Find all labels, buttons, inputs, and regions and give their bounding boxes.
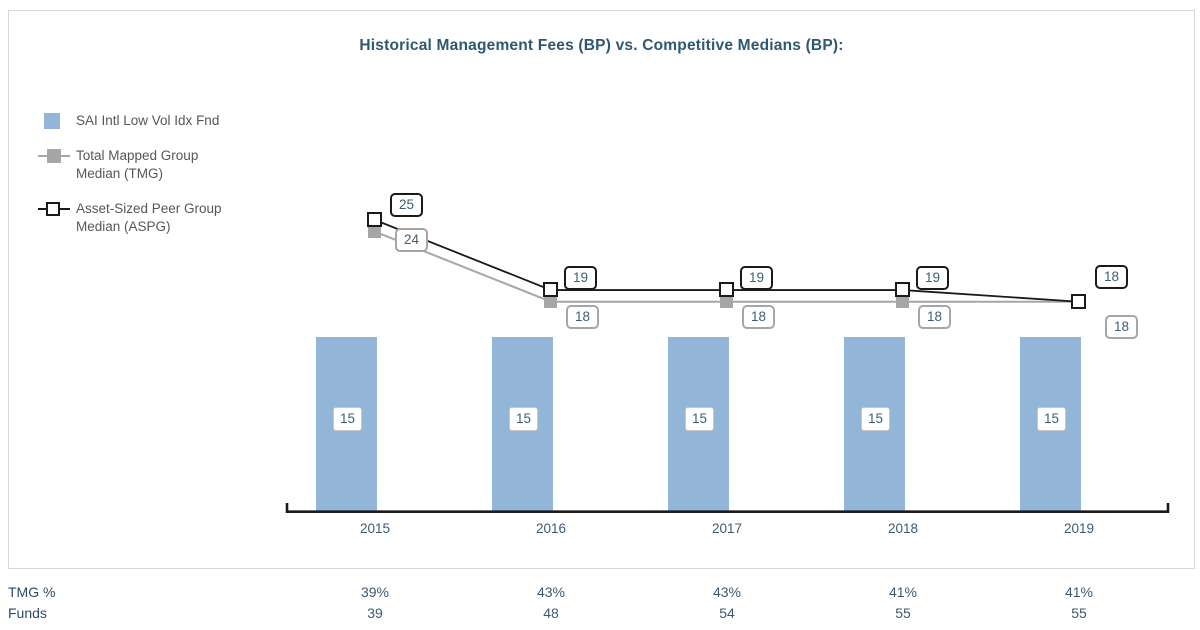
tmg-value-label: 18	[566, 304, 600, 329]
aspg-value-label: 19	[916, 266, 950, 291]
aspg-data-marker	[895, 282, 910, 298]
aspg-marker-icon	[38, 200, 70, 218]
chart-frame: Historical Management Fees (BP) vs. Comp…	[8, 10, 1195, 569]
x-axis-tick-label: 2018	[887, 521, 919, 536]
blue-square-swatch-icon	[42, 112, 70, 130]
x-axis-tick-label: 2019	[1063, 521, 1095, 536]
chart-title: Historical Management Fees (BP) vs. Comp…	[359, 37, 844, 54]
table-cell: 55	[1071, 605, 1087, 621]
tmg-value-label: 18	[1105, 314, 1139, 339]
aspg-value-label: 19	[564, 266, 598, 291]
table-cell: 43%	[712, 584, 742, 600]
legend-label-tmg-line1: Total Mapped Group	[76, 148, 199, 163]
table-cell: 39%	[360, 584, 390, 600]
bar-value-label: 15	[333, 407, 363, 431]
table-row-label: TMG %	[8, 584, 56, 600]
aspg-data-marker	[719, 282, 734, 298]
bar-value-label: 15	[1037, 407, 1067, 431]
table-row-label: Funds	[8, 605, 47, 621]
bar-value-label: 15	[509, 407, 539, 431]
x-axis-tick-label: 2016	[535, 521, 567, 536]
legend-label-aspg: Asset-Sized Peer Group Median (ASPG)	[76, 200, 222, 236]
bar-value-label: 15	[861, 407, 891, 431]
tmg-value-label: 18	[918, 304, 952, 329]
table-cell: 39	[367, 605, 383, 621]
table-cell: 41%	[1064, 584, 1094, 600]
legend-label-tmg: Total Mapped Group Median (TMG)	[76, 147, 198, 183]
aspg-data-marker	[1071, 293, 1086, 309]
legend-label-tmg-line2: Median (TMG)	[76, 166, 164, 181]
table-cell: 43%	[536, 584, 566, 600]
aspg-value-label: 25	[390, 193, 424, 217]
x-axis-tick-label: 2015	[359, 521, 391, 536]
bar-value-label: 15	[685, 407, 715, 431]
tmg-value-label: 18	[742, 304, 776, 329]
legend: SAI Intl Low Vol Idx Fnd Total Mapped Gr…	[38, 112, 312, 253]
aspg-value-label: 18	[1095, 264, 1129, 289]
table-cell: 55	[895, 605, 911, 621]
aspg-value-label: 19	[740, 266, 774, 291]
table-cell: 54	[719, 605, 735, 621]
aspg-data-marker	[367, 212, 382, 227]
legend-label-fund-line1: SAI Intl Low Vol Idx Fnd	[76, 113, 220, 128]
legend-item-fund: SAI Intl Low Vol Idx Fnd	[42, 112, 312, 130]
legend-label-aspg-line1: Asset-Sized Peer Group	[76, 201, 222, 216]
table-cell: 48	[543, 605, 559, 621]
legend-item-tmg: Total Mapped Group Median (TMG)	[38, 147, 312, 183]
tmg-value-label: 24	[395, 227, 429, 252]
aspg-data-marker	[543, 282, 558, 298]
legend-label-aspg-line2: Median (ASPG)	[76, 219, 171, 234]
x-axis-tick-label: 2017	[711, 521, 743, 536]
legend-item-aspg: Asset-Sized Peer Group Median (ASPG)	[38, 200, 312, 236]
tmg-marker-icon	[38, 147, 70, 165]
legend-label-fund: SAI Intl Low Vol Idx Fnd	[76, 112, 219, 130]
table-cell: 41%	[888, 584, 918, 600]
